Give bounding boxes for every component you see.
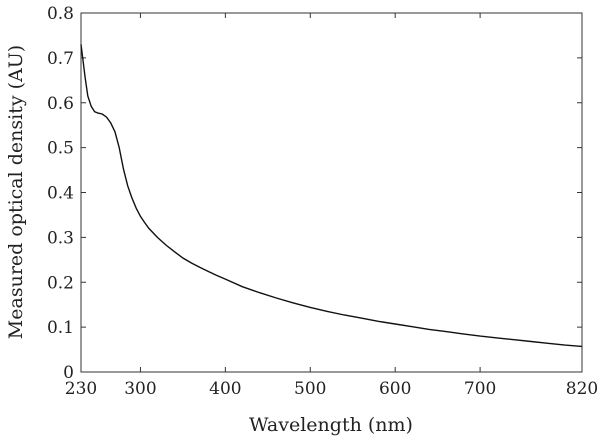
tick-marks [80, 12, 583, 373]
y-tick-label: 0 [63, 363, 74, 383]
y-tick-labels: 0 0.1 0.2 0.3 0.4 0.5 0.6 0.7 0.8 [47, 4, 74, 383]
y-tick-label: 0.4 [47, 184, 74, 204]
x-tick-labels: 230 300 400 500 600 700 820 [65, 379, 598, 399]
y-tick-label: 0.5 [47, 139, 74, 159]
y-tick-label: 0.8 [47, 4, 74, 24]
plot-frame [80, 12, 583, 373]
series-line [80, 44, 583, 348]
y-tick-label: 0.1 [47, 318, 74, 338]
y-tick-label: 0.7 [47, 49, 74, 69]
y-tick-label: 0.3 [47, 228, 74, 248]
x-tick-label: 500 [294, 379, 326, 399]
x-tick-label: 230 [65, 379, 97, 399]
x-axis-label: Wavelength (nm) [249, 414, 413, 436]
y-tick-label: 0.6 [47, 94, 74, 114]
x-tick-label: 400 [209, 379, 241, 399]
y-tick-label: 0.2 [47, 273, 74, 293]
y-axis-label: Measured optical density (AU) [5, 45, 27, 339]
x-tick-label: 820 [566, 379, 598, 399]
x-tick-label: 300 [124, 379, 156, 399]
x-tick-label: 700 [464, 379, 496, 399]
x-tick-label: 600 [379, 379, 411, 399]
